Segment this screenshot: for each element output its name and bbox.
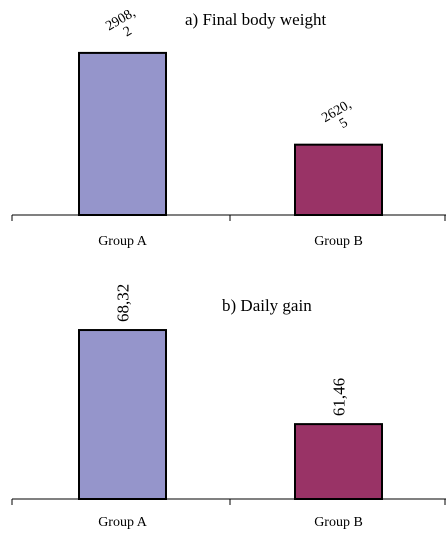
category-label: Group A bbox=[98, 515, 148, 530]
category-label: Group A bbox=[98, 234, 148, 249]
value-label: 61,46 bbox=[330, 378, 349, 416]
chart-a: 2908,2 Group A 2620,5 Group B bbox=[11, 6, 446, 249]
value-label: 2908,2 bbox=[103, 6, 145, 47]
bar-group-b bbox=[294, 423, 383, 500]
chart-a-title: a) Final body weight bbox=[185, 10, 326, 29]
chart-b-title: b) Daily gain bbox=[222, 296, 312, 315]
chart-b: 68,32 Group A 61,46 Group B bbox=[11, 284, 446, 530]
value-label: 68,32 bbox=[114, 284, 133, 322]
category-label: Group B bbox=[314, 234, 363, 249]
bar-group-a bbox=[78, 329, 167, 501]
value-label: 2620,5 bbox=[319, 97, 361, 138]
bar-group-b bbox=[294, 143, 383, 216]
category-label: Group B bbox=[314, 515, 363, 530]
bar-group-a bbox=[78, 51, 167, 217]
